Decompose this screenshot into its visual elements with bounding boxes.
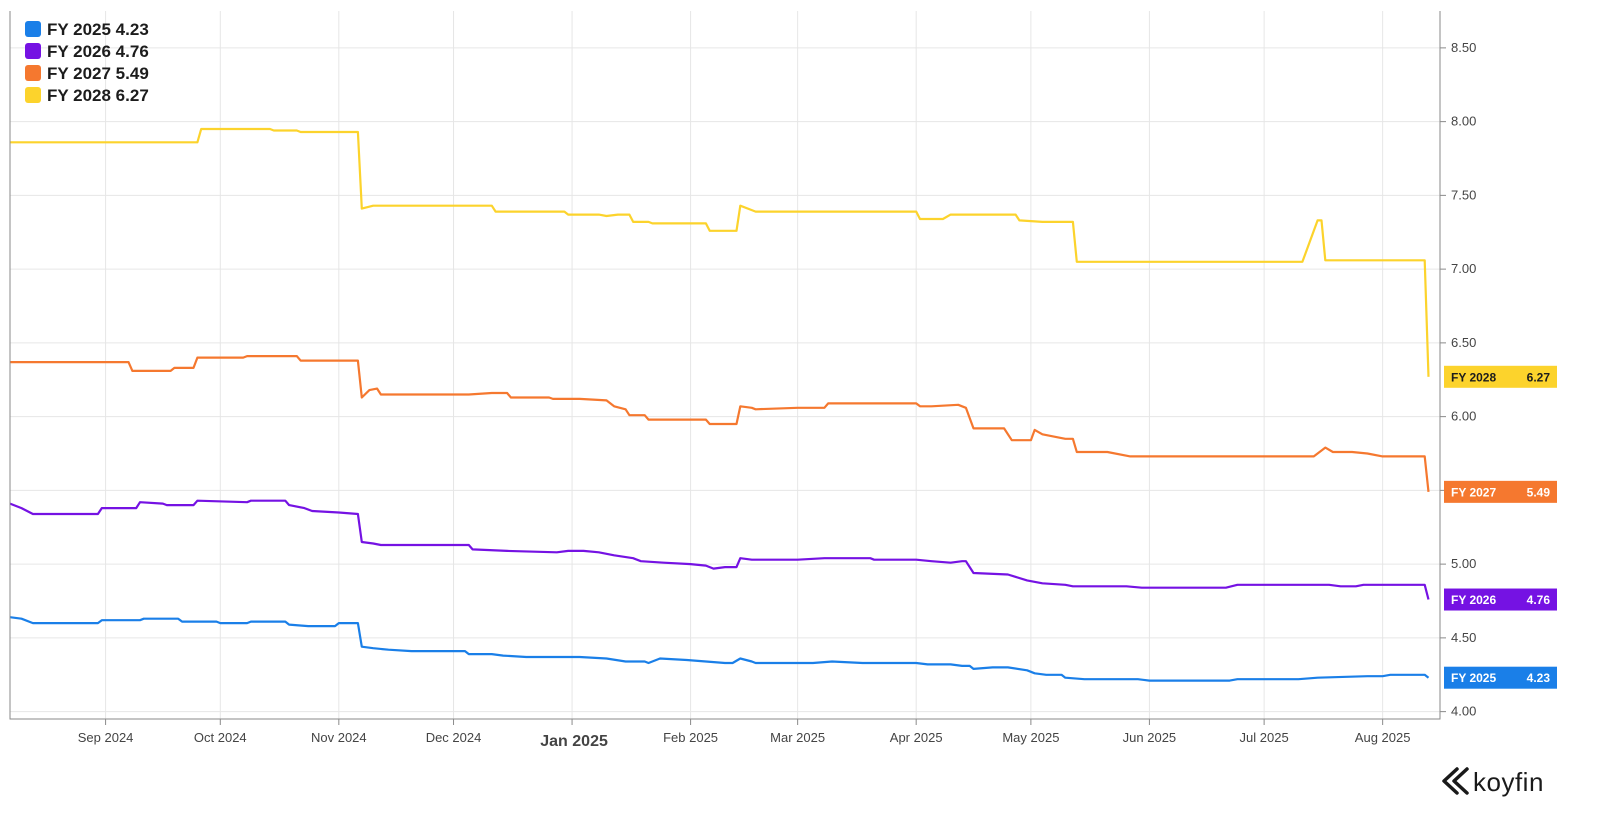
y-tick-label: 7.00 [1451,261,1476,276]
badge-value: 4.23 [1527,671,1551,685]
x-tick-label: Oct 2024 [194,730,247,745]
x-tick-label: May 2025 [1002,730,1059,745]
legend-item-fy-2028[interactable]: FY 2028 6.27 [25,86,149,105]
plot-border [9,11,1441,720]
koyfin-logo-icon [1442,767,1469,795]
legend-swatch [25,65,41,81]
legend-item-fy-2026[interactable]: FY 2026 4.76 [25,42,149,61]
y-tick-label: 5.00 [1451,556,1476,571]
badge-fy-2028: FY 2028 6.27 [1444,365,1557,388]
badge-value: 6.27 [1527,370,1551,384]
badge-fy-2026: FY 2026 4.76 [1444,588,1557,611]
legend-label: FY 2027 5.49 [47,64,149,83]
y-axis: 4.004.505.005.506.006.507.007.508.008.50 [1440,40,1476,719]
brand-name: koyfin [1473,767,1544,797]
y-tick-label: 4.50 [1451,630,1476,645]
plot-frame [9,11,1441,720]
badge-series-name: FY 2027 [1451,485,1496,499]
badge-series-name: FY 2025 [1451,671,1496,685]
gridlines [10,11,1440,719]
y-tick-label: 7.50 [1451,187,1476,202]
x-axis: Sep 2024 Oct 2024 Nov 2024 Dec 2024 Jan 2025… [78,719,1411,750]
x-tick-label: Dec 2024 [426,730,482,745]
legend-item-fy-2025[interactable]: FY 2025 4.23 [25,20,149,39]
brand-logo: koyfin [1442,767,1544,797]
badge-background [1444,666,1557,689]
series-line-fy-2027 [10,355,1430,493]
badge-fy-2027: FY 2027 5.49 [1444,480,1557,503]
badge-background [1444,480,1557,503]
badge-series-name: FY 2026 [1451,593,1496,607]
legend-swatch [25,43,41,59]
y-tick-label: 8.00 [1451,114,1476,129]
y-tick-label: 6.00 [1451,409,1476,424]
badge-fy-2025: FY 2025 4.23 [1444,666,1557,689]
x-tick-label: Nov 2024 [311,730,367,745]
badge-value: 4.76 [1527,593,1551,607]
series-lines [9,127,1430,682]
y-tick-label: 4.00 [1451,704,1476,719]
series-line-fy-2028 [10,127,1430,377]
badge-background [1444,365,1557,388]
x-tick-label: Sep 2024 [78,730,134,745]
legend-item-fy-2027[interactable]: FY 2027 5.49 [25,64,149,83]
badge-value: 5.49 [1527,485,1551,499]
y-tick-label: 8.50 [1451,40,1476,55]
x-tick-label: Aug 2025 [1355,730,1411,745]
series-line-fy-2026 [9,499,1430,600]
x-tick-label: Mar 2025 [770,730,825,745]
legend-label: FY 2028 6.27 [47,86,149,105]
legend-label: FY 2025 4.23 [47,20,149,39]
x-tick-label: Apr 2025 [890,730,943,745]
last-value-badges: FY 2025 4.23 FY 2026 4.76 FY 2027 5.49 FY 2028… [1444,365,1557,689]
y-tick-label: 6.50 [1451,335,1476,350]
x-tick-label: Jan 2025 [540,733,608,750]
series-line-fy-2025 [9,616,1430,682]
badge-background [1444,588,1557,611]
legend-swatch [25,21,41,37]
badge-series-name: FY 2028 [1451,370,1496,384]
x-tick-label: Jun 2025 [1123,730,1177,745]
legend-swatch [25,87,41,103]
legend-label: FY 2026 4.76 [47,42,149,61]
legend[interactable]: FY 2025 4.23 FY 2026 4.76 FY 2027 5.49 FY 2… [25,20,149,105]
x-tick-label: Jul 2025 [1240,730,1289,745]
x-tick-label: Feb 2025 [663,730,718,745]
